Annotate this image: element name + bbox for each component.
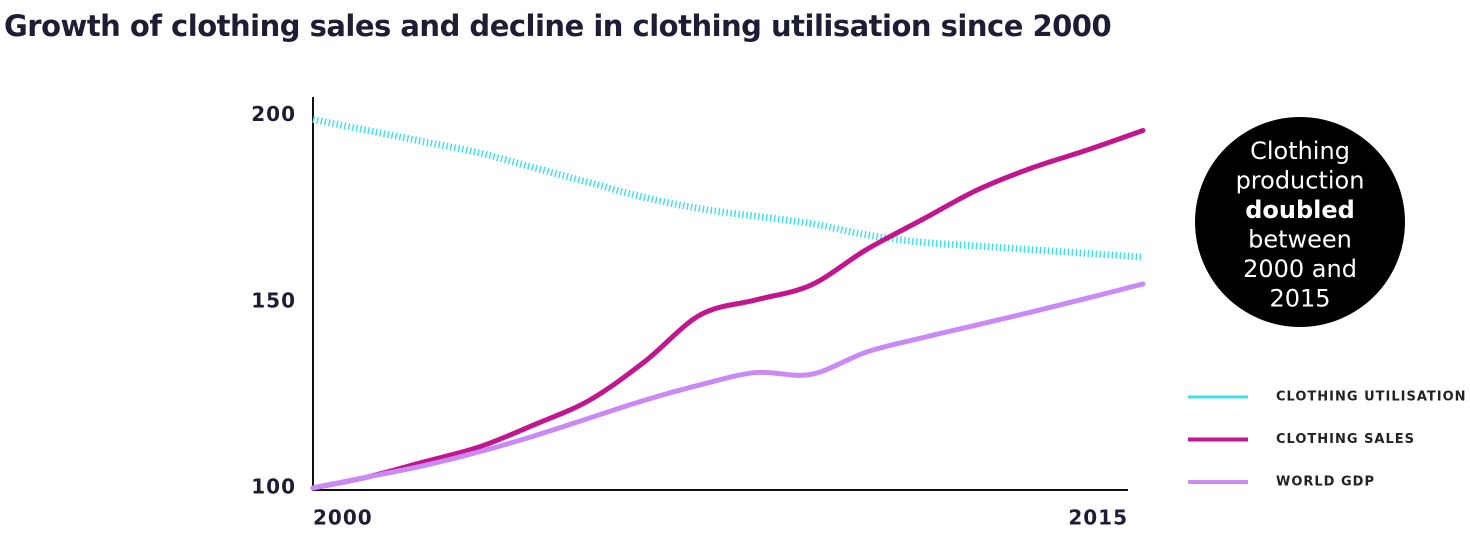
- annotation-text: Clothing: [1250, 137, 1350, 165]
- legend-label: CLOTHING UTILISATION: [1276, 390, 1467, 405]
- legend-label: WORLD GDP: [1276, 475, 1375, 490]
- annotation-text: doubled: [1245, 196, 1355, 224]
- series-line: [312, 115, 1144, 261]
- x-tick-label: 2000: [313, 506, 373, 530]
- chart-title: Growth of clothing sales and decline in …: [4, 9, 1111, 43]
- annotation-text: 2015: [1269, 285, 1330, 313]
- y-tick-label: 150: [251, 288, 296, 312]
- annotation-text: between: [1248, 226, 1352, 254]
- y-tick-label: 100: [251, 475, 296, 499]
- annotation-text: production: [1236, 167, 1365, 195]
- legend-label: CLOTHING SALES: [1276, 432, 1415, 447]
- annotation-text: 2000 and: [1243, 255, 1357, 283]
- annotation-circle: [1195, 117, 1405, 327]
- series-line: [310, 281, 1146, 491]
- y-tick-label: 200: [251, 102, 296, 126]
- series-line: [310, 128, 1146, 491]
- x-tick-label: 2015: [1068, 506, 1128, 530]
